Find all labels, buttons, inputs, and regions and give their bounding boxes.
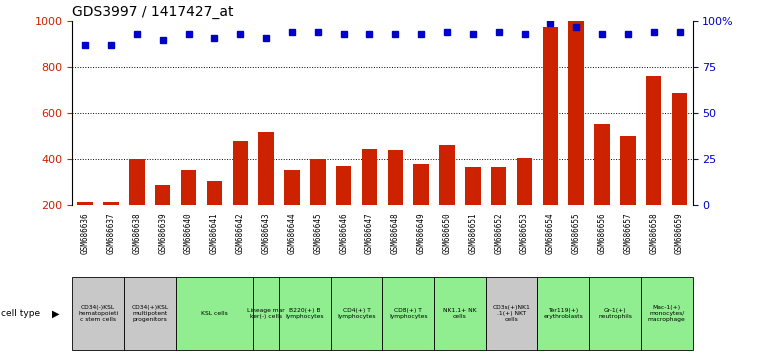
Bar xyxy=(646,76,661,251)
Bar xyxy=(361,149,377,251)
Bar xyxy=(537,277,589,350)
Text: GSM686656: GSM686656 xyxy=(597,212,607,254)
Text: GSM686639: GSM686639 xyxy=(158,212,167,254)
Bar xyxy=(383,277,434,350)
Text: GSM686652: GSM686652 xyxy=(494,212,503,254)
Bar xyxy=(103,202,119,251)
Text: GSM686649: GSM686649 xyxy=(417,212,425,254)
Bar xyxy=(279,277,331,350)
Bar xyxy=(543,27,558,251)
Text: GSM686657: GSM686657 xyxy=(623,212,632,254)
Text: GSM686641: GSM686641 xyxy=(210,212,219,254)
Bar xyxy=(620,136,635,251)
Bar xyxy=(331,277,383,350)
Bar xyxy=(259,132,274,251)
Text: Gr-1(+)
neutrophils: Gr-1(+) neutrophils xyxy=(598,308,632,319)
Text: CD34(+)KSL
multipotent
progenitors: CD34(+)KSL multipotent progenitors xyxy=(131,304,168,322)
Text: GSM686655: GSM686655 xyxy=(572,212,581,254)
Text: NK1.1+ NK
cells: NK1.1+ NK cells xyxy=(443,308,476,319)
Bar xyxy=(124,277,176,350)
Bar xyxy=(465,167,481,251)
Text: GSM686644: GSM686644 xyxy=(288,212,297,254)
Text: GSM686645: GSM686645 xyxy=(314,212,323,254)
Text: Ter119(+)
erythroblasts: Ter119(+) erythroblasts xyxy=(543,308,583,319)
Bar xyxy=(72,277,124,350)
Text: GSM686636: GSM686636 xyxy=(81,212,90,254)
Bar xyxy=(517,158,532,251)
Bar xyxy=(589,277,641,350)
Text: GSM686643: GSM686643 xyxy=(262,212,271,254)
Bar xyxy=(641,277,693,350)
Text: GSM686648: GSM686648 xyxy=(391,212,400,254)
Text: GSM686658: GSM686658 xyxy=(649,212,658,254)
Text: Mac-1(+)
monocytes/
macrophage: Mac-1(+) monocytes/ macrophage xyxy=(648,304,686,322)
Bar xyxy=(491,167,507,251)
Bar xyxy=(155,185,170,251)
Text: GSM686642: GSM686642 xyxy=(236,212,245,254)
Text: GSM686647: GSM686647 xyxy=(365,212,374,254)
Bar xyxy=(568,21,584,251)
Text: CD34(-)KSL
hematopoieti
c stem cells: CD34(-)KSL hematopoieti c stem cells xyxy=(78,304,118,322)
Bar xyxy=(336,166,352,251)
Bar xyxy=(253,277,279,350)
Text: GDS3997 / 1417427_at: GDS3997 / 1417427_at xyxy=(72,5,234,19)
Text: Lineage mar
ker(-) cells: Lineage mar ker(-) cells xyxy=(247,308,285,319)
Bar xyxy=(387,150,403,251)
Text: CD8(+) T
lymphocytes: CD8(+) T lymphocytes xyxy=(389,308,428,319)
Bar xyxy=(176,277,253,350)
Text: GSM686653: GSM686653 xyxy=(520,212,529,254)
Bar xyxy=(78,202,93,251)
Text: B220(+) B
lymphocytes: B220(+) B lymphocytes xyxy=(285,308,324,319)
Text: GSM686646: GSM686646 xyxy=(339,212,348,254)
Bar xyxy=(434,277,486,350)
Text: GSM686640: GSM686640 xyxy=(184,212,193,254)
Text: CD3s(+)NK1
.1(+) NKT
cells: CD3s(+)NK1 .1(+) NKT cells xyxy=(492,304,530,322)
Bar xyxy=(207,181,222,251)
Bar xyxy=(284,170,300,251)
Text: GSM686654: GSM686654 xyxy=(546,212,555,254)
Bar xyxy=(129,159,145,251)
Bar xyxy=(439,145,455,251)
Text: cell type: cell type xyxy=(1,309,40,318)
Text: GSM686651: GSM686651 xyxy=(468,212,477,254)
Bar xyxy=(233,141,248,251)
Text: GSM686637: GSM686637 xyxy=(107,212,116,254)
Bar xyxy=(310,159,326,251)
Bar xyxy=(181,170,196,251)
Text: KSL cells: KSL cells xyxy=(201,311,228,316)
Bar xyxy=(413,164,429,251)
Text: ▶: ▶ xyxy=(52,308,59,318)
Bar xyxy=(672,93,687,251)
Text: GSM686659: GSM686659 xyxy=(675,212,684,254)
Text: CD4(+) T
lymphocytes: CD4(+) T lymphocytes xyxy=(337,308,376,319)
Bar xyxy=(594,124,610,251)
Bar xyxy=(486,277,537,350)
Text: GSM686638: GSM686638 xyxy=(132,212,142,254)
Text: GSM686650: GSM686650 xyxy=(442,212,451,254)
